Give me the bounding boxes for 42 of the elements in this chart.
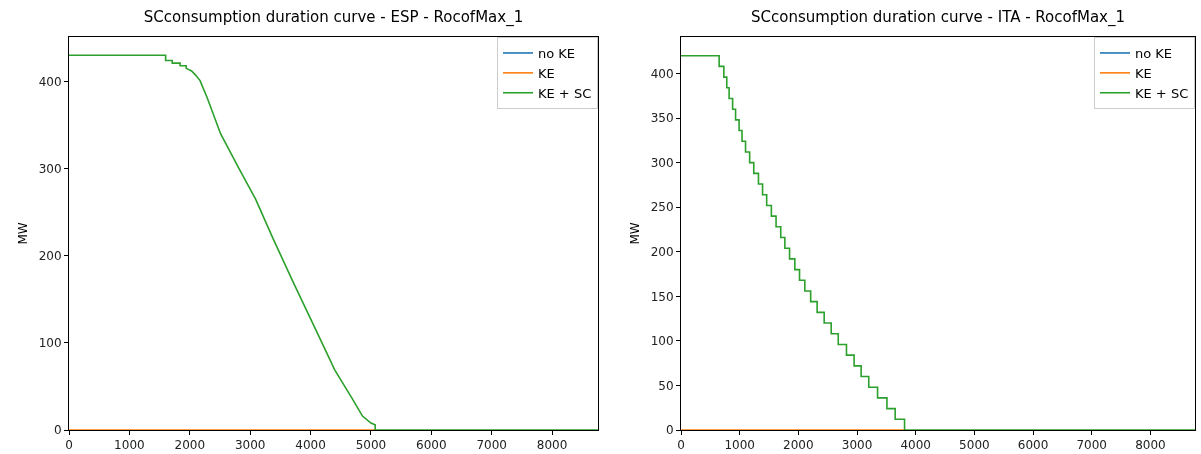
chart-title: SCconsumption duration curve - ESP - RocofMax_1 xyxy=(143,7,524,27)
chart-title: SCconsumption duration curve - ITA - RocofMax_1 xyxy=(750,7,1126,27)
y-tick-label: 400 xyxy=(38,74,62,89)
x-tick-label: 8000 xyxy=(536,438,568,453)
y-tick-label: 100 xyxy=(650,334,674,349)
x-tick-label: 6000 xyxy=(416,438,447,453)
x-tick-label: 5000 xyxy=(959,438,990,453)
x-tick-label: 4000 xyxy=(900,438,931,453)
y-tick-label: 0 xyxy=(53,423,62,438)
y-axis-title: MW xyxy=(15,222,30,245)
y-tick-label: 200 xyxy=(650,244,674,259)
y-tick-label: 100 xyxy=(38,336,62,351)
x-tick-label: 1000 xyxy=(114,438,145,453)
x-tick-label: 5000 xyxy=(355,438,387,453)
x-tick-label: 2000 xyxy=(783,438,814,453)
x-tick-label: 3000 xyxy=(841,438,873,453)
y-tick-label: 200 xyxy=(38,248,62,263)
x-tick-label: 4000 xyxy=(295,438,326,453)
y-tick-label: 50 xyxy=(658,378,674,393)
legend-label: KE + SC xyxy=(1135,85,1189,101)
x-tick-label: 7000 xyxy=(1076,438,1107,453)
legend-label: no KE xyxy=(538,46,576,62)
legend-label: no KE xyxy=(1135,46,1173,62)
x-tick-label: 6000 xyxy=(1017,438,1049,453)
x-tick-label: 0 xyxy=(677,438,685,453)
legend-label: KE xyxy=(1135,65,1152,81)
x-tick-label: 7000 xyxy=(476,438,507,453)
y-tick-label: 300 xyxy=(38,161,62,176)
y-tick-label: 400 xyxy=(650,66,674,81)
x-tick-label: 3000 xyxy=(234,438,266,453)
y-tick-label: 250 xyxy=(650,200,674,215)
legend-label: KE xyxy=(538,65,555,81)
y-tick-label: 300 xyxy=(650,155,674,170)
x-tick-label: 8000 xyxy=(1135,438,1166,453)
x-tick-label: 0 xyxy=(65,438,73,453)
legend-label: KE + SC xyxy=(538,85,592,101)
y-tick-label: 150 xyxy=(650,289,674,304)
y-tick-label: 0 xyxy=(665,423,674,438)
y-axis-title: MW xyxy=(627,222,642,245)
x-tick-label: 1000 xyxy=(724,438,755,453)
x-tick-label: 2000 xyxy=(174,438,206,453)
y-tick-label: 350 xyxy=(650,111,674,126)
